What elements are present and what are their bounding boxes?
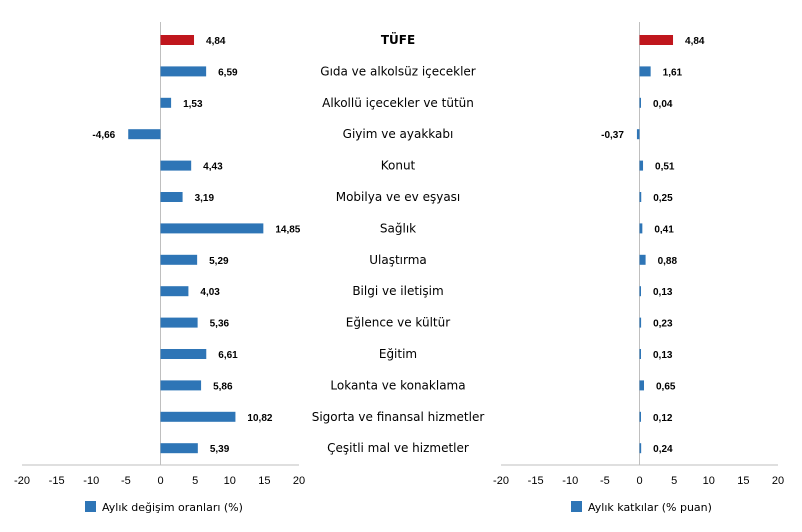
contrib-bar (639, 160, 644, 171)
contrib-bar (639, 254, 646, 265)
rate-value-label: 3,19 (195, 193, 215, 204)
rate-value-label: 14,85 (275, 224, 300, 235)
rate-tick-label: 20 (293, 475, 305, 487)
contrib-value-label: 0,12 (653, 413, 673, 424)
category-label: Sigorta ve finansal hizmetler (312, 410, 485, 424)
rate-value-label: 6,59 (218, 67, 238, 78)
category-label: Eğitim (379, 347, 417, 361)
contrib-bar (639, 411, 641, 422)
rate-tick-label: 5 (192, 475, 198, 487)
category-label: Lokanta ve konaklama (330, 378, 465, 392)
contrib-tick-label: 15 (737, 475, 749, 487)
rate-legend-label: Aylık değişim oranları (%) (102, 501, 243, 514)
rate-bar (160, 35, 195, 45)
rate-value-label: 5,29 (209, 256, 229, 267)
contrib-bar (639, 380, 645, 391)
contrib-value-label: 4,84 (685, 36, 705, 47)
contrib-value-label: -0,37 (601, 130, 624, 141)
rate-value-label: 4,43 (203, 162, 223, 173)
rate-bar (160, 411, 236, 422)
contrib-bar (639, 286, 641, 297)
contrib-value-label: 0,04 (653, 99, 673, 110)
contrib-value-label: 0,51 (655, 162, 675, 173)
rate-value-label: 5,39 (210, 444, 230, 455)
category-label: Mobilya ve ev eşyası (336, 190, 461, 204)
contrib-tick-label: -20 (493, 475, 509, 487)
rate-legend-swatch (85, 501, 96, 512)
rate-bar (160, 349, 207, 359)
rate-bar (160, 380, 202, 391)
rate-bar (128, 129, 161, 140)
contrib-value-label: 0,41 (654, 224, 674, 235)
rate-value-label: 1,53 (183, 99, 203, 110)
contrib-bar (639, 349, 641, 359)
category-label: Ulaştırma (369, 253, 427, 267)
rate-value-label: 5,36 (210, 319, 230, 330)
contrib-tick-label: 0 (636, 475, 642, 487)
category-label: Giyim ve ayakkabı (343, 127, 454, 141)
category-label-total: TÜFE (381, 32, 415, 47)
rate-bar (160, 160, 192, 171)
rate-value-label: 6,61 (218, 350, 238, 361)
contrib-value-label: 0,25 (653, 193, 673, 204)
rate-value-label: 10,82 (247, 413, 272, 424)
rate-bar (160, 317, 198, 328)
contrib-value-label: 0,88 (658, 256, 678, 267)
contrib-value-label: 0,65 (656, 381, 676, 392)
rate-bar (160, 66, 207, 77)
rate-value-label: 5,86 (213, 381, 233, 392)
contrib-tick-label: -10 (562, 475, 578, 487)
contrib-tick-label: 5 (671, 475, 677, 487)
rate-tick-label: -5 (121, 475, 131, 487)
contrib-value-label: 0,13 (653, 287, 673, 298)
rate-value-label: -4,66 (92, 130, 115, 141)
contrib-bar (639, 192, 642, 202)
contrib-tick-label: -5 (600, 475, 610, 487)
rate-tick-label: -15 (49, 475, 65, 487)
rate-value-label: 4,84 (206, 36, 226, 47)
category-label: Konut (381, 159, 416, 173)
category-label: Eğlence ve kültür (346, 316, 450, 330)
contrib-legend-swatch (571, 501, 582, 512)
rate-bar (160, 443, 198, 454)
contrib-value-label: 0,24 (653, 444, 673, 455)
rate-bar (160, 97, 172, 108)
rate-bar (160, 286, 189, 297)
contrib-bar (639, 35, 674, 45)
rate-tick-label: -10 (83, 475, 99, 487)
contrib-tick-label: 10 (703, 475, 715, 487)
rate-bar (160, 254, 198, 265)
rate-bar (160, 223, 264, 234)
rate-tick-label: 0 (157, 475, 163, 487)
contrib-bar (639, 317, 642, 328)
contrib-bar (639, 223, 643, 234)
contrib-bar (639, 97, 641, 108)
category-label: Sağlık (380, 221, 416, 235)
category-label: Çeşitli mal ve hizmetler (327, 441, 469, 455)
contrib-value-label: 1,61 (663, 67, 683, 78)
contrib-value-label: 0,13 (653, 350, 673, 361)
contrib-bar (639, 66, 651, 77)
category-label: Alkollü içecekler ve tütün (322, 96, 474, 110)
contrib-bar (636, 129, 640, 140)
contrib-legend-label: Aylık katkılar (% puan) (588, 501, 712, 514)
contrib-bar (639, 443, 642, 454)
category-label: Gıda ve alkolsüz içecekler (320, 64, 476, 78)
rate-tick-label: -20 (14, 475, 30, 487)
contrib-tick-label: -15 (528, 475, 544, 487)
rate-tick-label: 10 (224, 475, 236, 487)
category-label: Bilgi ve iletişim (352, 284, 443, 298)
contrib-tick-label: 20 (772, 475, 784, 487)
rate-bar (160, 192, 183, 202)
rate-value-label: 4,03 (200, 287, 220, 298)
rate-tick-label: 15 (258, 475, 270, 487)
contrib-value-label: 0,23 (653, 319, 673, 330)
